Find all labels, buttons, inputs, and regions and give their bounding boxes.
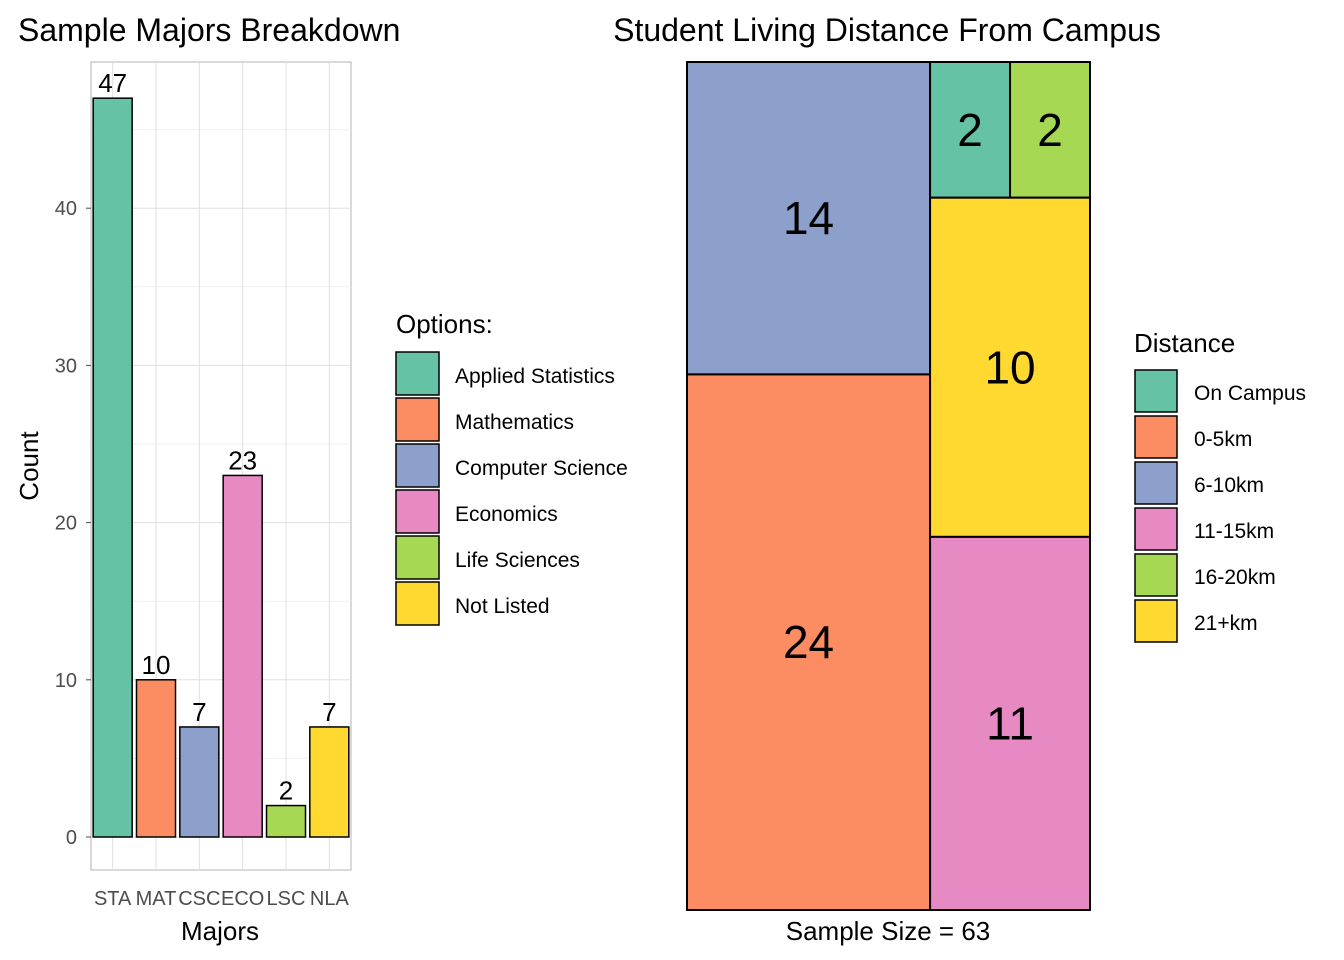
legend-swatch <box>395 443 440 488</box>
legend-label: 11-15km <box>1194 520 1274 543</box>
legend-label: 0-5km <box>1194 428 1252 451</box>
bar-value-label: 10 <box>142 650 171 680</box>
legend-label: Applied Statistics <box>455 365 615 388</box>
bar-mat <box>135 679 177 838</box>
treemap-cell-0-5km <box>686 373 932 911</box>
y-tick-label: 0 <box>66 827 77 849</box>
bar-value-label: 2 <box>279 776 293 806</box>
legend-label: Economics <box>455 503 558 526</box>
y-tick-label: 30 <box>55 355 77 377</box>
treemap-value-label: 11 <box>986 697 1034 749</box>
treemap-chart: Student Living Distance From Campus 14 24… <box>613 12 1306 946</box>
treemap-value-label: 10 <box>984 341 1035 393</box>
legend-label: 6-10km <box>1194 474 1264 497</box>
bar-sta <box>92 97 133 838</box>
treemap-title: Student Living Distance From Campus <box>613 12 1161 48</box>
legend-swatch <box>1134 507 1178 551</box>
treemap-cell-11-15km <box>929 535 1091 911</box>
bar-data-labels: 47 10 7 23 2 7 <box>98 68 336 805</box>
x-tick-label: STA <box>94 888 132 910</box>
bar-legend-title: Options: <box>396 309 493 339</box>
treemap-value-label: 2 <box>957 104 983 156</box>
bar-value-label: 7 <box>322 697 336 727</box>
treemap-legend: Distance On Campus 0-5km 6-10km 11-15km 16-2… <box>1134 328 1306 643</box>
bar-eco <box>222 474 263 838</box>
legend-swatch <box>395 489 440 534</box>
legend-label: 21+km <box>1194 612 1258 635</box>
bar-x-axis-title: Majors <box>181 916 259 946</box>
bar-chart-title: Sample Majors Breakdown <box>18 12 400 48</box>
legend-swatch <box>1134 461 1178 505</box>
legend-swatch <box>395 581 440 626</box>
bar-series <box>92 97 350 838</box>
x-tick-label: NLA <box>310 888 350 910</box>
treemap-legend-title: Distance <box>1134 328 1235 358</box>
x-tick-label: MAT <box>136 888 177 910</box>
y-tick-label: 10 <box>55 670 77 692</box>
legend-label: On Campus <box>1194 382 1306 405</box>
x-tick-label: CSC <box>178 888 220 910</box>
bar-x-axis-ticks: STA MAT CSC ECO LSC NLA <box>94 888 349 910</box>
treemap-cell-21-km <box>929 196 1091 538</box>
bar-plot-panel <box>90 61 352 871</box>
bar-value-label: 7 <box>192 697 206 727</box>
treemap-value-label: 24 <box>783 616 834 668</box>
treemap-cell-on-campus <box>929 61 1012 199</box>
legend-swatch <box>395 535 440 580</box>
bar-y-axis-title: Count <box>14 431 44 501</box>
treemap-value-label: 14 <box>783 192 834 244</box>
x-tick-label: ECO <box>221 888 264 910</box>
treemap-value-label: 2 <box>1037 104 1063 156</box>
legend-label: 16-20km <box>1194 566 1276 589</box>
legend-swatch <box>395 397 440 442</box>
bar-lsc <box>265 804 307 838</box>
x-tick-label: LSC <box>267 888 306 910</box>
bar-nla <box>309 726 350 838</box>
legend-swatch <box>395 351 440 396</box>
y-tick-label: 20 <box>55 513 77 535</box>
legend-swatch <box>1134 415 1178 459</box>
bar-value-label: 23 <box>228 445 257 475</box>
bar-csc <box>179 726 220 838</box>
treemap-cells: 14 24 2 2 10 11 <box>686 61 1091 911</box>
legend-label: Not Listed <box>455 595 550 618</box>
bar-legend: Options: Applied Statistics Mathematics Co… <box>395 309 628 626</box>
bar-value-label: 47 <box>98 68 127 98</box>
treemap-cell-16-20km <box>1009 61 1091 199</box>
y-tick-label: 40 <box>55 198 77 220</box>
bar-chart: Sample Majors Breakdown 47 10 7 23 2 7 0 10 20 3… <box>14 12 628 946</box>
legend-label: Mathematics <box>455 411 574 434</box>
legend-swatch <box>1134 369 1178 413</box>
treemap-cell-6-10km <box>686 61 932 376</box>
legend-swatch <box>1134 599 1178 643</box>
bar-y-axis-ticks: 0 10 20 30 40 <box>55 198 91 849</box>
treemap-caption: Sample Size = 63 <box>786 916 991 946</box>
legend-label: Computer Science <box>455 457 628 480</box>
legend-label: Life Sciences <box>455 549 580 572</box>
legend-swatch <box>1134 553 1178 597</box>
